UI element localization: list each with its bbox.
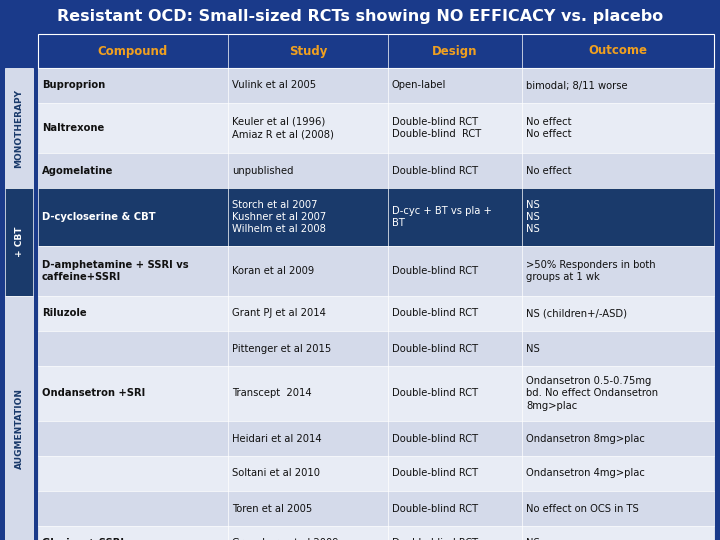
Text: NS (children+/-ASD): NS (children+/-ASD) [526, 308, 627, 319]
Text: Double-blind RCT: Double-blind RCT [392, 343, 478, 354]
Text: Ondansetron 8mg>plac: Ondansetron 8mg>plac [526, 434, 645, 443]
Text: D-cyc + BT vs pla +
BT: D-cyc + BT vs pla + BT [392, 206, 492, 228]
Text: Toren et al 2005: Toren et al 2005 [232, 503, 312, 514]
Bar [38, 103, 714, 153]
Text: Buproprion: Buproprion [42, 80, 105, 91]
Text: AUGMENTATION: AUGMENTATION [14, 388, 24, 469]
Text: Outcome: Outcome [588, 44, 647, 57]
Text: Storch et al 2007
Kushner et al 2007
Wilhelm et al 2008: Storch et al 2007 Kushner et al 2007 Wil… [232, 200, 326, 234]
Text: No effect on OCS in TS: No effect on OCS in TS [526, 503, 639, 514]
Bar [38, 34, 714, 68]
Text: No effect: No effect [526, 165, 572, 176]
Text: Compound: Compound [98, 44, 168, 57]
Text: Double-blind RCT: Double-blind RCT [392, 434, 478, 443]
Text: unpublished: unpublished [232, 165, 294, 176]
Text: D-amphetamine + SSRI vs
caffeine+SSRI: D-amphetamine + SSRI vs caffeine+SSRI [42, 260, 189, 282]
Text: Keuler et al (1996)
Amiaz R et al (2008): Keuler et al (1996) Amiaz R et al (2008) [232, 117, 334, 139]
Text: Grant PJ et al 2014: Grant PJ et al 2014 [232, 308, 326, 319]
Text: Double-blind RCT: Double-blind RCT [392, 165, 478, 176]
Text: D-cycloserine & CBT: D-cycloserine & CBT [42, 212, 156, 222]
Text: NS
NS
NS: NS NS NS [526, 200, 540, 234]
Text: Greenberg et al 2009: Greenberg et al 2009 [232, 538, 338, 540]
Text: Heidari et al 2014: Heidari et al 2014 [232, 434, 322, 443]
Bar [38, 188, 714, 246]
Text: Riluzole: Riluzole [42, 308, 86, 319]
Text: Ondansetron 4mg>plac: Ondansetron 4mg>plac [526, 469, 645, 478]
Text: Resistant OCD: Small-sized RCTs showing NO EFFICACY vs. placebo: Resistant OCD: Small-sized RCTs showing … [57, 9, 663, 24]
Bar [38, 153, 714, 188]
Bar [38, 421, 714, 456]
Bar [38, 491, 714, 526]
Text: Design: Design [432, 44, 478, 57]
Bar [38, 68, 714, 103]
Bar [38, 526, 714, 540]
Text: Double-blind RCT: Double-blind RCT [392, 538, 478, 540]
Bar [38, 296, 714, 331]
Text: Double-blind RCT: Double-blind RCT [392, 503, 478, 514]
Text: bimodal; 8/11 worse: bimodal; 8/11 worse [526, 80, 628, 91]
Bar [38, 366, 714, 421]
Text: Transcept  2014: Transcept 2014 [232, 388, 312, 399]
Text: + CBT: + CBT [14, 227, 24, 257]
Bar [5, 68, 33, 188]
Bar [38, 331, 714, 366]
Text: Soltani et al 2010: Soltani et al 2010 [232, 469, 320, 478]
Text: Double-blind RCT
Double-blind  RCT: Double-blind RCT Double-blind RCT [392, 117, 481, 139]
Text: Double-blind RCT: Double-blind RCT [392, 388, 478, 399]
Text: Open-label: Open-label [392, 80, 446, 91]
Bar [5, 188, 33, 296]
Text: Ondansetron +SRI: Ondansetron +SRI [42, 388, 145, 399]
Text: NS: NS [526, 538, 540, 540]
Text: No effect
No effect: No effect No effect [526, 117, 572, 139]
Text: Vulink et al 2005: Vulink et al 2005 [232, 80, 316, 91]
Text: >50% Responders in both
groups at 1 wk: >50% Responders in both groups at 1 wk [526, 260, 656, 282]
Text: Ondansetron 0.5-0.75mg
bd. No effect Ondansetron
8mg>plac: Ondansetron 0.5-0.75mg bd. No effect Ond… [526, 376, 658, 411]
Bar [38, 456, 714, 491]
Text: MONOTHERAPY: MONOTHERAPY [14, 89, 24, 167]
Bar [38, 246, 714, 296]
Bar [5, 296, 33, 540]
Text: Double-blind RCT: Double-blind RCT [392, 469, 478, 478]
Text: Study: Study [289, 44, 327, 57]
Text: Naltrexone: Naltrexone [42, 123, 104, 133]
Text: Koran et al 2009: Koran et al 2009 [232, 266, 314, 276]
Text: Pittenger et al 2015: Pittenger et al 2015 [232, 343, 331, 354]
Text: Double-blind RCT: Double-blind RCT [392, 308, 478, 319]
Text: Double-blind RCT: Double-blind RCT [392, 266, 478, 276]
Text: NS: NS [526, 343, 540, 354]
Text: Glycine + SSRI: Glycine + SSRI [42, 538, 124, 540]
Text: Agomelatine: Agomelatine [42, 165, 113, 176]
